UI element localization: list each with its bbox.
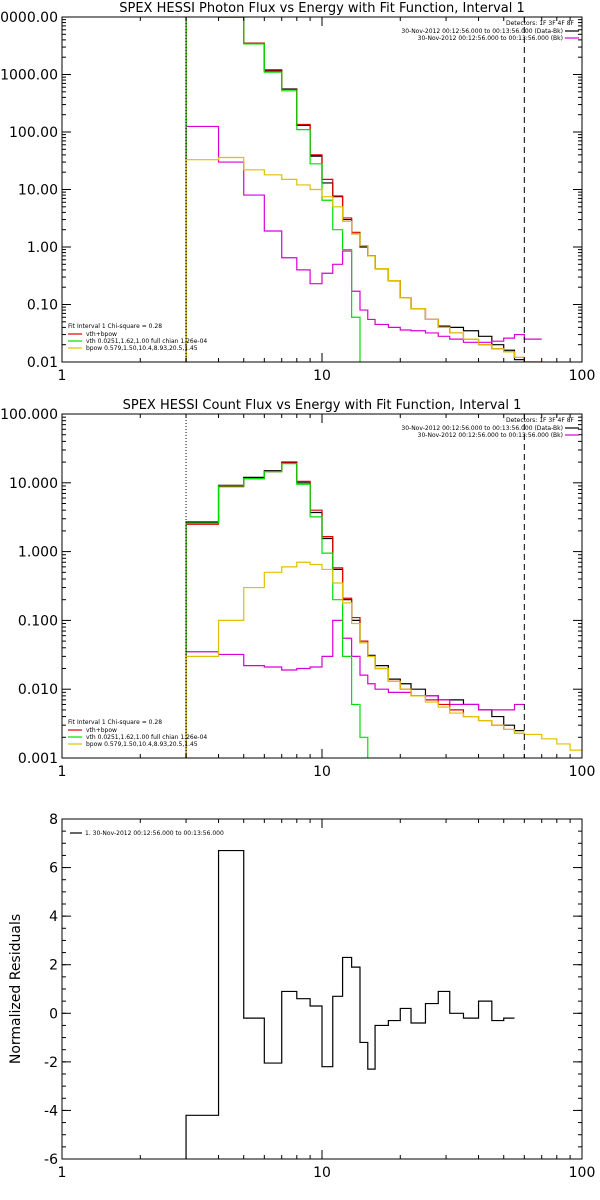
residuals-plot-area [185, 849, 515, 1159]
count-y-tick-label: 0.001 [18, 751, 58, 767]
count-panel: SPEX HESSI Count Flux vs Energy with Fit… [0, 398, 595, 780]
photon-series-2 [185, 17, 542, 362]
photon-legend-fit: Fit Interval 1 Chi-square = 0.28 [68, 323, 162, 330]
count-legend-entry: vth+bpow [86, 727, 117, 734]
residuals-y-tick-label: 8 [49, 812, 58, 828]
count-plot-area [185, 461, 582, 758]
photon-x-tick-label: 1 [58, 368, 67, 384]
photon-y-tick-label: 0.01 [27, 355, 58, 371]
count-legend-entry: 30-Nov-2012 00:12:56.000 to 00:13:56.000… [401, 425, 563, 432]
photon-series-3 [185, 17, 361, 362]
residuals-panel: 1 10 100 -6 -4 -2 0 2 4 6 8 Normalized Residuals 1. … [8, 812, 595, 1181]
count-x-tick-label: 100 [569, 764, 596, 780]
photon-legend-detectors: Detectors: 1F 3F 4F 8F [506, 20, 575, 27]
count-frame [61, 413, 583, 759]
photon-x-tick-label: 10 [313, 368, 331, 384]
photon-series-4 [185, 156, 542, 362]
count-x-tick-label: 1 [58, 764, 67, 780]
residuals-y-tick-label: -2 [44, 1055, 58, 1071]
photon-series-0 [185, 17, 525, 362]
residuals-y-axis-label: Normalized Residuals [8, 914, 24, 1064]
photon-legend-entry: vth 0.0251,1.62,1.00 full chian 1.26e-04 [86, 338, 207, 345]
count-y-tick-label: 100.000 [0, 407, 58, 423]
photon-plot-area [185, 17, 542, 362]
count-series-3 [185, 463, 369, 758]
photon-legend-entry: 30-Nov-2012 00:12:56.000 to 00:13:56.000… [401, 28, 563, 35]
photon-y-tick-label: 10000.00 [0, 10, 58, 26]
residuals-y-tick-label: -6 [44, 1152, 58, 1168]
count-legend-entry: bpow 0.579,1.50,10.4,8.93,20.5,1.45 [86, 741, 198, 748]
count-x-tick-label: 10 [313, 764, 331, 780]
photon-title: SPEX HESSI Photon Flux vs Energy with Fi… [119, 1, 525, 16]
count-legend-entry: 30-Nov-2012 00:12:56.000 to 00:13:56.000… [418, 432, 563, 439]
photon-y-tick-label: 1.00 [27, 240, 58, 256]
photon-legend-entry: vth+bpow [86, 331, 117, 338]
count-legend-detectors: Detectors: 1F 3F 4F 8F [506, 417, 575, 424]
count-legend-entry: vth 0.0251,1.62,1.00 full chian 1.26e-04 [86, 734, 207, 741]
count-y-tick-label: 1.000 [18, 545, 58, 561]
count-series-2 [185, 462, 525, 758]
photon-y-tick-label: 10.00 [18, 183, 58, 199]
photon-x-tick-label: 100 [569, 368, 596, 384]
photon-y-tick-label: 1000.00 [0, 68, 58, 84]
residuals-y-tick-label: -4 [44, 1103, 58, 1119]
residuals-x-tick-label: 100 [569, 1165, 596, 1181]
photon-y-tick-label: 0.10 [27, 298, 58, 314]
count-title: SPEX HESSI Count Flux vs Energy with Fit… [123, 398, 522, 413]
photon-panel: SPEX HESSI Photon Flux vs Energy with Fi… [0, 1, 595, 384]
residuals-y-tick-label: 6 [49, 861, 58, 877]
count-y-tick-label: 0.010 [18, 682, 58, 698]
residuals-x-tick-label: 1 [58, 1165, 67, 1181]
residuals-legend-entry: 1. 30-Nov-2012 00:12:56.000 to 00:13:56.… [85, 830, 224, 837]
residuals-series-0 [185, 849, 515, 1159]
photon-legend-entry: bpow 0.579,1.50,10.4,8.93,20.5,1.45 [86, 345, 198, 352]
residuals-y-tick-label: 0 [49, 1006, 58, 1022]
photon-legend-entry: 30-Nov-2012 00:12:56.000 to 00:13:56.000… [418, 35, 563, 42]
count-legend-fit: Fit Interval 1 Chi-square = 0.28 [68, 719, 162, 726]
residuals-y-tick-label: 2 [49, 958, 58, 974]
residuals-frame [61, 818, 583, 1160]
count-y-tick-label: 0.100 [18, 613, 58, 629]
count-series-0 [185, 461, 525, 758]
count-series-4 [185, 561, 582, 758]
photon-y-tick-label: 100.00 [9, 125, 58, 141]
count-y-tick-label: 10.000 [9, 476, 58, 492]
residuals-y-tick-label: 4 [49, 909, 58, 925]
photon-series-1 [185, 125, 542, 362]
count-series-1 [185, 619, 525, 758]
residuals-x-tick-label: 10 [313, 1165, 331, 1181]
